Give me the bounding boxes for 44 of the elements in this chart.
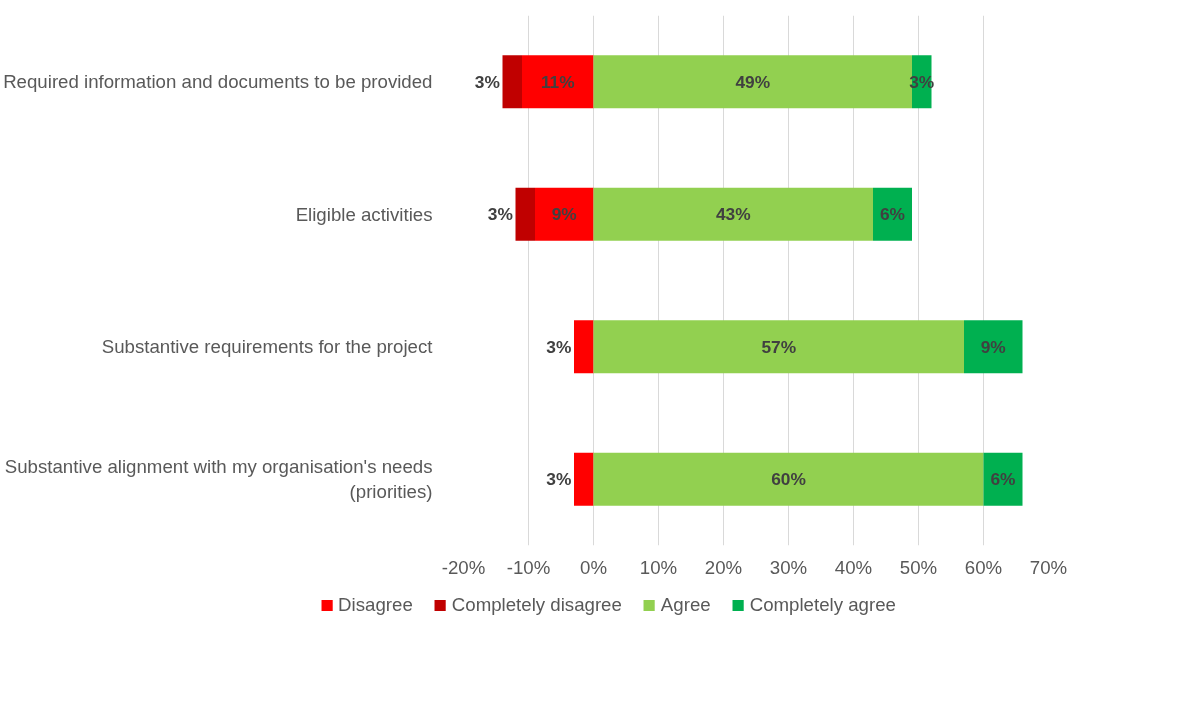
x-tick-label: -20% xyxy=(441,556,486,578)
x-tick-label: 10% xyxy=(639,556,678,578)
data-label: 43% xyxy=(715,204,751,225)
data-label: 49% xyxy=(735,71,771,92)
data-label: 60% xyxy=(771,469,806,490)
legend-label: Completely disagree xyxy=(451,594,622,616)
data-label: 3% xyxy=(546,469,572,490)
bar xyxy=(593,55,912,109)
bar xyxy=(515,187,535,241)
bar xyxy=(593,452,984,506)
y-tick-label: Eligible activities xyxy=(295,203,433,225)
bar xyxy=(522,55,594,109)
legend-label: Disagree xyxy=(338,594,413,616)
x-tick-label: 30% xyxy=(769,556,808,578)
bar xyxy=(593,187,873,241)
bar xyxy=(535,187,594,241)
data-label: 3% xyxy=(474,71,500,92)
bar xyxy=(502,55,522,109)
x-tick-label: 60% xyxy=(964,556,1003,578)
bar xyxy=(983,452,1023,506)
x-tick-label: 0% xyxy=(580,556,607,578)
x-tick-label: -10% xyxy=(506,556,551,578)
data-label: 9% xyxy=(551,204,577,225)
legend-label: Completely agree xyxy=(749,594,896,616)
bar xyxy=(964,320,1023,374)
bar xyxy=(873,187,912,241)
data-label: 57% xyxy=(761,336,797,357)
data-label: 6% xyxy=(990,469,1016,490)
data-label: 6% xyxy=(879,204,906,225)
bar xyxy=(593,320,964,374)
y-tick-label: Substantive alignment with my organisation's needs (priorities) xyxy=(4,456,433,503)
data-label: 3% xyxy=(487,204,513,225)
data-label: 3% xyxy=(546,336,572,357)
data-label: 9% xyxy=(980,336,1006,357)
data-label: 11% xyxy=(540,71,575,92)
x-tick-label: 50% xyxy=(899,556,938,578)
legend-label: Agree xyxy=(660,594,711,616)
bar xyxy=(574,452,594,506)
x-tick-label: 20% xyxy=(704,556,743,578)
y-tick-label: Substantive requirements for the project xyxy=(101,336,434,358)
y-tick-label: Required information and documents to be provided xyxy=(3,71,433,93)
x-tick-label: 40% xyxy=(834,556,873,578)
bar xyxy=(574,320,594,374)
x-tick-label: 70% xyxy=(1029,556,1068,578)
